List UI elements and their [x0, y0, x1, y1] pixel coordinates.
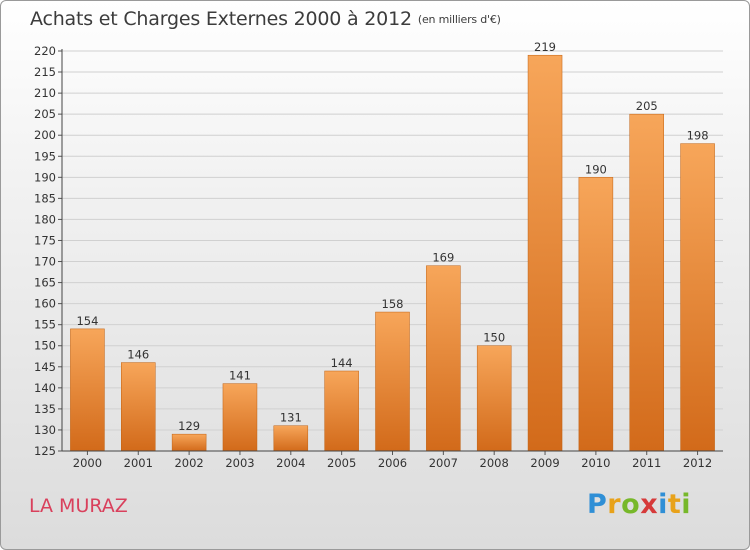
bar-value-label: 158 — [382, 297, 404, 311]
logo-letter: P — [587, 489, 608, 520]
x-tick-label: 2003 — [225, 456, 254, 470]
y-tick-label: 200 — [34, 128, 56, 142]
axes: 125 130 135 140 145 150 155 160 165 170 175 180 185 1… — [34, 44, 723, 470]
bar — [324, 370, 359, 452]
y-tick-label: 150 — [34, 339, 56, 353]
chart-unit-label: (en milliers d'€) — [417, 13, 501, 26]
bar — [527, 54, 563, 452]
y-tick-label: 130 — [34, 423, 56, 437]
bar — [222, 383, 258, 452]
logo-letter: x — [640, 489, 659, 520]
bar — [680, 143, 715, 452]
bar-value-label: 129 — [178, 419, 200, 433]
bar-value-label: 198 — [687, 129, 709, 143]
y-tick-label: 180 — [34, 212, 56, 226]
y-tick-label: 160 — [34, 297, 56, 311]
bar — [476, 345, 512, 452]
y-tick-label: 220 — [34, 44, 56, 58]
commune-name: LA MURAZ — [29, 495, 128, 517]
logo-letter: r — [607, 489, 622, 520]
y-tick-label: 215 — [34, 65, 56, 79]
bar-value-label: 141 — [229, 369, 251, 383]
y-tick-label: 170 — [34, 255, 56, 269]
y-tick-label: 140 — [34, 381, 56, 395]
y-tick-label: 175 — [34, 233, 56, 247]
bar-value-label: 131 — [280, 411, 302, 425]
x-tick-label: 2007 — [429, 456, 458, 470]
x-tick-label: 2001 — [124, 456, 153, 470]
y-tick-label: 195 — [34, 149, 56, 163]
bar — [629, 113, 664, 452]
bar-value-label: 144 — [331, 356, 353, 370]
x-tick-label: 2004 — [276, 456, 305, 470]
chart-title-text: Achats et Charges Externes 2000 à 2012 — [30, 8, 412, 30]
bar — [121, 362, 156, 452]
x-tick-label: 2005 — [327, 456, 356, 470]
bar-value-label: 190 — [585, 162, 607, 176]
bars: 154 146 129 141 131 144 158 169 150 219 190 205 198 — [70, 40, 715, 452]
y-tick-label: 145 — [34, 360, 56, 374]
bar-value-label: 154 — [76, 314, 98, 328]
x-tick-label: 2000 — [73, 456, 102, 470]
x-tick-label: 2012 — [683, 456, 712, 470]
bar-value-label: 205 — [636, 99, 658, 113]
x-tick-label: 2002 — [174, 456, 203, 470]
x-tick-label: 2010 — [581, 456, 610, 470]
bar — [171, 433, 207, 452]
y-tick-label: 155 — [34, 318, 56, 332]
bar — [426, 265, 461, 452]
x-tick-label: 2011 — [632, 456, 661, 470]
proxiti-logo: Proxiti — [587, 489, 691, 520]
bar — [273, 425, 309, 452]
bar-value-label: 150 — [483, 331, 505, 345]
x-tick-label: 2006 — [378, 456, 407, 470]
y-tick-label: 125 — [34, 444, 56, 458]
bar — [70, 328, 105, 452]
y-tick-label: 210 — [34, 86, 56, 100]
y-tick-label: 185 — [34, 191, 56, 205]
bar-value-label: 146 — [127, 348, 149, 362]
x-tick-label: 2008 — [480, 456, 509, 470]
chart-title: Achats et Charges Externes 2000 à 2012 (e… — [30, 8, 501, 30]
logo-letter: t — [667, 489, 682, 520]
bar — [375, 311, 410, 452]
y-tick-label: 205 — [34, 107, 56, 121]
x-tick-label: 2009 — [530, 456, 559, 470]
y-tick-label: 190 — [34, 170, 56, 184]
logo-letter: o — [621, 489, 641, 520]
logo-letter: i — [658, 489, 668, 520]
y-tick-label: 135 — [34, 402, 56, 416]
bar-value-label: 169 — [432, 251, 454, 265]
logo-letter: i — [681, 489, 692, 520]
bar — [578, 177, 614, 452]
y-tick-label: 165 — [34, 276, 56, 290]
bar-value-label: 219 — [534, 40, 556, 54]
